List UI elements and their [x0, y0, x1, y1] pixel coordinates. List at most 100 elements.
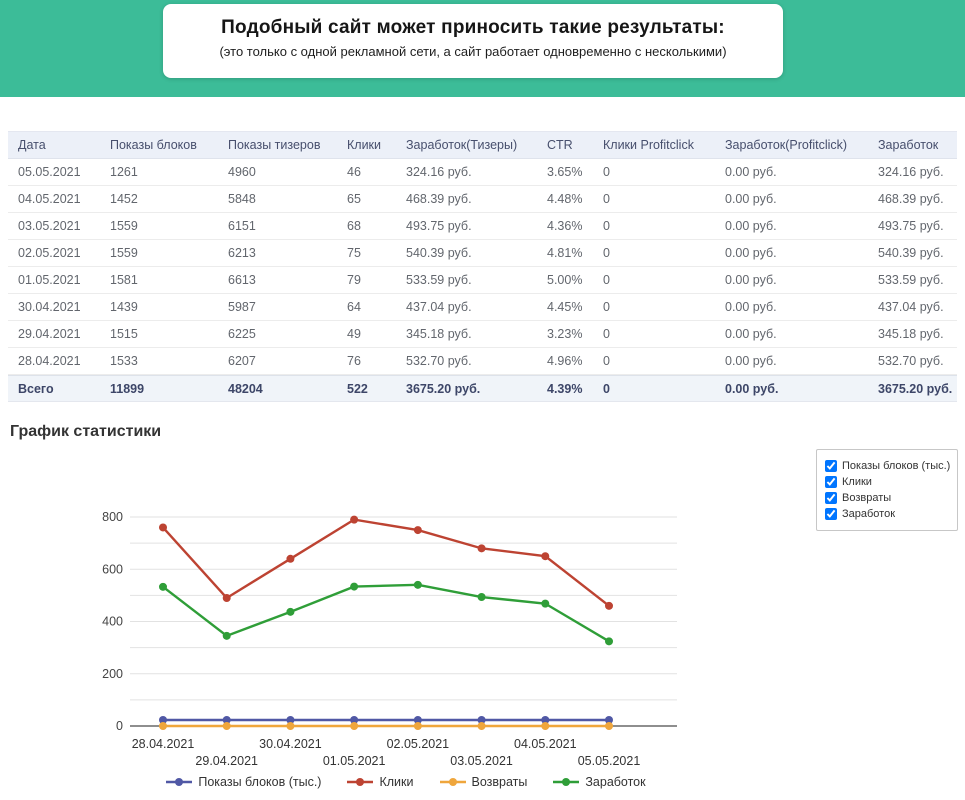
table-header-cell: Заработок(Тизеры) — [406, 138, 518, 152]
table-cell: 0 — [603, 327, 610, 341]
legend-checkbox-1[interactable] — [825, 476, 837, 488]
table-row: 28.04.2021 1533 6207 76 532.70 руб. 4.96% 0 0.0… — [8, 348, 957, 375]
table-header-cell: CTR — [547, 138, 573, 152]
table-total-cell: 11899 — [110, 381, 145, 396]
data-point — [477, 544, 486, 553]
table-cell: 1581 — [110, 273, 138, 287]
table-cell: 75 — [347, 246, 361, 260]
bottom-legend-item[interactable]: Клики — [347, 775, 414, 789]
series-line-Клики — [162, 518, 610, 607]
x-axis-label: 29.04.2021 — [195, 754, 258, 768]
legend-toggle-item: Возвраты — [825, 490, 951, 506]
table-cell: 1261 — [110, 165, 138, 179]
table-row: 01.05.2021 1581 6613 79 533.59 руб. 5.00% 0 0.0… — [8, 267, 957, 294]
table-cell: 345.18 руб. — [878, 327, 944, 341]
data-point — [159, 582, 167, 591]
table-cell: 6213 — [228, 246, 256, 260]
legend-checkbox-label: Возвраты — [842, 492, 892, 504]
table-cell: 6151 — [228, 219, 256, 233]
legend-checkbox-3[interactable] — [825, 508, 837, 520]
table-cell: 0.00 руб. — [725, 300, 777, 314]
table-cell: 324.16 руб. — [878, 165, 944, 179]
table-cell: 65 — [347, 192, 361, 206]
table-header-cell: Показы блоков — [110, 138, 197, 152]
table-cell: 5.00% — [547, 273, 583, 287]
data-point — [286, 716, 295, 724]
table-header-row: Дата Показы блоков Показы тизеров Клики Зара… — [8, 131, 957, 159]
legend-checkbox-label: Заработок — [842, 508, 896, 520]
table-cell: 03.05.2021 — [18, 219, 81, 233]
table-total-cell: Всего — [18, 381, 54, 396]
series-line-Заработок — [162, 583, 610, 643]
legend-checkbox-label: Клики — [842, 476, 872, 488]
table-row: 05.05.2021 1261 4960 46 324.16 руб. 3.65% 0 0.0… — [8, 159, 957, 186]
table-total-cell: 3675.20 руб. — [406, 381, 481, 396]
bottom-legend-item[interactable]: Показы блоков (тыс.) — [166, 775, 321, 789]
table-cell: 0 — [603, 165, 610, 179]
y-axis-tick-label: 0 — [116, 719, 123, 733]
table-cell: 4.45% — [547, 300, 583, 314]
bottom-legend-item[interactable]: Возвраты — [439, 775, 527, 789]
table-body: 05.05.2021 1261 4960 46 324.16 руб. 3.65% 0 0.0… — [8, 159, 957, 375]
data-point — [159, 523, 167, 532]
table-cell: 02.05.2021 — [18, 246, 81, 260]
legend-checkbox-0[interactable] — [825, 460, 837, 472]
table-cell: 05.05.2021 — [18, 165, 81, 179]
table-cell: 30.04.2021 — [18, 300, 81, 314]
table-cell: 493.75 руб. — [406, 219, 472, 233]
table-cell: 28.04.2021 — [18, 354, 81, 368]
data-point — [159, 722, 167, 730]
stats-line-chart: 0 200 400 600 800 28.04.202129.04.202130.04.2… — [102, 510, 677, 768]
legend-label: Показы блоков (тыс.) — [198, 775, 322, 789]
table-cell: 6207 — [228, 354, 256, 368]
x-axis-label: 05.05.2021 — [578, 754, 641, 768]
table-total-cell: 522 — [347, 381, 368, 396]
table-cell: 68 — [347, 219, 361, 233]
table-cell: 437.04 руб. — [878, 300, 944, 314]
legend-checkbox-2[interactable] — [825, 492, 837, 504]
chart-section-title: График статистики — [10, 423, 162, 440]
table-cell: 4.48% — [547, 192, 583, 206]
table-cell: 468.39 руб. — [406, 192, 472, 206]
table-total-cell: 0 — [603, 381, 610, 396]
table-cell: 0.00 руб. — [725, 354, 777, 368]
data-point — [541, 722, 550, 730]
table-cell: 04.05.2021 — [18, 192, 81, 206]
legend-toggle-item: Клики — [825, 474, 951, 490]
data-point — [541, 716, 550, 724]
x-axis-label: 02.05.2021 — [387, 737, 450, 751]
x-axis-label: 28.04.2021 — [132, 737, 195, 751]
table-cell: 4.81% — [547, 246, 583, 260]
table-total-cell: 3675.20 руб. — [878, 381, 953, 396]
table-cell: 1515 — [110, 327, 138, 341]
bottom-legend-item[interactable]: Заработок — [553, 775, 646, 789]
legend-label: Заработок — [585, 775, 646, 789]
table-cell: 532.70 руб. — [878, 354, 944, 368]
table-cell: 3.65% — [547, 165, 583, 179]
table-cell: 46 — [347, 165, 361, 179]
table-cell: 0.00 руб. — [725, 219, 777, 233]
table-header-cell: Заработок(Profitclick) — [725, 138, 848, 152]
table-row: 30.04.2021 1439 5987 64 437.04 руб. 4.45% 0 0.0… — [8, 294, 957, 321]
data-point — [605, 601, 613, 610]
promo-banner: Подобный сайт может приносить такие резу… — [0, 0, 965, 97]
table-cell: 29.04.2021 — [18, 327, 81, 341]
table-cell: 5987 — [228, 300, 256, 314]
legend-marker-icon — [347, 778, 374, 786]
table-cell: 533.59 руб. — [878, 273, 944, 287]
table-cell: 76 — [347, 354, 361, 368]
legend-checkbox-label: Показы блоков (тыс.) — [842, 460, 951, 472]
legend-toggle-item: Заработок — [825, 506, 951, 522]
data-point — [477, 593, 486, 602]
table-cell: 6613 — [228, 273, 256, 287]
legend-toggle-item: Показы блоков (тыс.) — [825, 458, 951, 474]
table-total-row: Всего 11899 48204 522 3675.20 руб. 4.39% 0 0.00… — [8, 375, 957, 402]
table-header-cell: Заработок — [878, 138, 939, 152]
table-cell: 0.00 руб. — [725, 165, 777, 179]
table-cell: 5848 — [228, 192, 256, 206]
table-header-cell: Клики — [347, 138, 382, 152]
legend-marker-icon — [166, 778, 193, 786]
table-cell: 4.96% — [547, 354, 583, 368]
table-cell: 1559 — [110, 219, 138, 233]
table-header-cell: Клики Profitclick — [603, 138, 694, 152]
